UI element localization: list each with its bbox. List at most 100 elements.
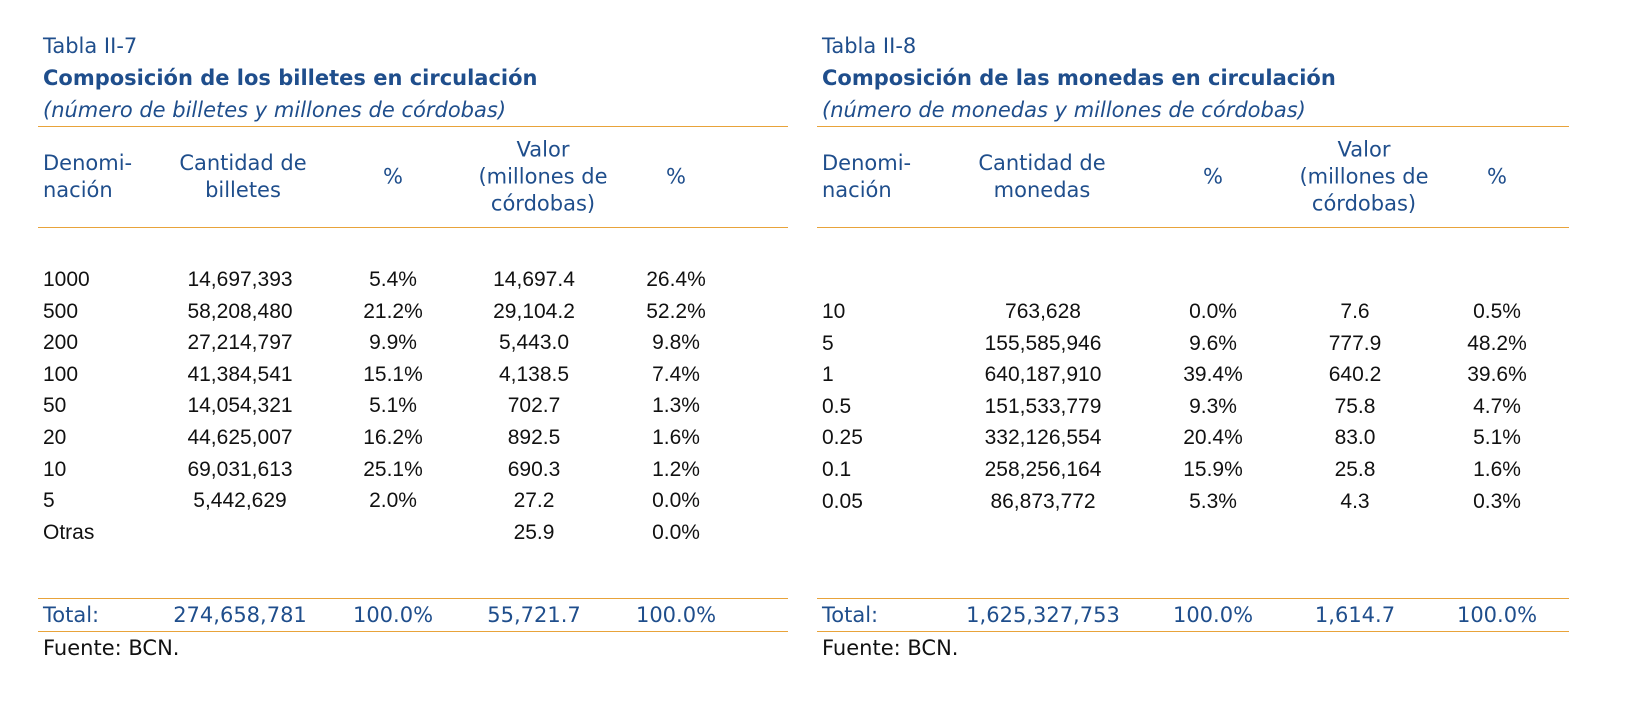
header-pct-valor: % (1487, 164, 1507, 189)
cell-pct-valor: 1.2% (652, 457, 700, 481)
cell-cantidad: 763,628 (1005, 300, 1081, 323)
cell-denominacion: 500 (43, 299, 79, 323)
cell-valor: 27.2 (513, 489, 555, 513)
cell-valor: 892.5 (507, 426, 561, 449)
table-billetes: Tabla II-7 Composición de los billetes e… (38, 30, 788, 664)
table-subtitle: (número de monedas y millones de córdoba… (822, 98, 1306, 122)
cell-pct-valor: 9.8% (652, 331, 700, 355)
cell-valor: 7.6 (1340, 300, 1370, 323)
cell-pct-valor: 1.6% (652, 426, 700, 449)
total-valor: 55,721.7 (487, 603, 581, 627)
cell-cantidad: 44,625,007 (187, 426, 293, 449)
table-row: 0.1 258,256,164 15.9% 25.8 1.6% (817, 454, 1569, 486)
cell-valor: 25.9 (513, 520, 555, 544)
table-monedas: Tabla II-8 Composición de las monedas en… (817, 30, 1569, 664)
table-row: 10 763,628 0.0% 7.6 0.5% (817, 296, 1569, 328)
cell-valor: 777.9 (1328, 331, 1382, 355)
cell-cantidad: 86,873,772 (990, 489, 1096, 513)
cell-pct-cantidad: 21.2% (363, 299, 423, 323)
cell-valor: 702.7 (507, 394, 561, 418)
cell-denominacion: 200 (43, 331, 79, 355)
cell-cantidad: 332,126,554 (984, 426, 1102, 450)
cell-valor: 75.8 (1334, 394, 1376, 418)
total-row: Total: 1,625,327,753 100.0% 1,614.7 100.… (817, 599, 1569, 631)
cell-pct-cantidad: 15.9% (1183, 458, 1243, 481)
bottom-rule (817, 631, 1569, 632)
header-pct-cantidad: % (1203, 164, 1223, 189)
table-subtitle: (número de billetes y millones de córdob… (43, 98, 507, 122)
cell-pct-valor: 0.0% (652, 520, 700, 544)
source-note: Fuente: BCN. (822, 636, 959, 660)
cell-denominacion: 100 (43, 362, 79, 386)
total-top-rule (38, 598, 788, 599)
cell-cantidad: 58,208,480 (187, 299, 293, 323)
cell-denominacion: 20 (43, 426, 67, 449)
cell-denominacion: 5 (822, 331, 834, 355)
cell-pct-cantidad: 9.6% (1189, 331, 1237, 355)
table-row: Otras 25.9 0.0% (38, 517, 788, 549)
table-row: 200 27,214,797 9.9% 5,443.0 9.8% (38, 327, 788, 359)
cell-denominacion: Otras (43, 520, 95, 544)
cell-denominacion: 0.25 (822, 426, 863, 450)
table-title: Composición de los billetes en circulaci… (43, 66, 538, 90)
cell-pct-valor: 48.2% (1467, 331, 1527, 355)
cell-pct-valor: 1.3% (652, 394, 700, 418)
cell-cantidad: 14,697,393 (187, 268, 293, 291)
cell-denominacion: 1 (822, 363, 834, 387)
table-row: 1000 14,697,393 5.4% 14,697.4 26.4% (38, 264, 788, 296)
total-cantidad: 274,658,781 (173, 603, 307, 627)
cell-pct-valor: 39.6% (1467, 363, 1527, 387)
total-pct-valor: 100.0% (1456, 603, 1538, 627)
table-header: Denomi-nación Cantidad de monedas % Valor… (817, 127, 1569, 227)
table-row: 5 5,442,629 2.0% 27.2 0.0% (38, 485, 788, 517)
total-pct-cantidad: 100.0% (1172, 603, 1254, 627)
cell-denominacion: 10 (43, 457, 67, 481)
table-row: 0.05 86,873,772 5.3% 4.3 0.3% (817, 486, 1569, 518)
header-valor: Valor (millones de córdobas) (478, 137, 608, 216)
table-row: 5 155,585,946 9.6% 777.9 48.2% (817, 328, 1569, 360)
total-label: Total: (43, 603, 100, 627)
total-top-rule (817, 598, 1569, 599)
cell-valor: 640.2 (1328, 363, 1382, 387)
total-cantidad: 1,625,327,753 (966, 603, 1120, 627)
cell-valor: 4.3 (1340, 489, 1370, 513)
cell-valor: 29,104.2 (493, 299, 575, 323)
bottom-rule (38, 631, 788, 632)
total-pct-cantidad: 100.0% (352, 603, 434, 627)
header-valor: Valor (millones de córdobas) (1299, 137, 1429, 216)
cell-denominacion: 0.05 (822, 489, 863, 513)
header-denominacion: Denomi-nación (822, 151, 912, 202)
source-note: Fuente: BCN. (43, 636, 180, 660)
table-title: Composición de las monedas en circulació… (822, 66, 1336, 90)
cell-denominacion: 0.1 (822, 458, 852, 481)
header-denominacion: Denomi-nación (43, 151, 133, 202)
cell-pct-valor: 1.6% (1473, 458, 1521, 481)
cell-pct-cantidad: 9.3% (1189, 394, 1237, 418)
top-rule (38, 126, 788, 127)
cell-cantidad: 151,533,779 (984, 394, 1102, 418)
total-row: Total: 274,658,781 100.0% 55,721.7 100.0… (38, 599, 788, 631)
cell-pct-cantidad: 5.4% (369, 268, 417, 291)
table-row: 10 69,031,613 25.1% 690.3 1.2% (38, 454, 788, 486)
cell-denominacion: 1000 (43, 268, 90, 291)
cell-pct-cantidad: 25.1% (363, 457, 423, 481)
cell-pct-valor: 7.4% (652, 362, 700, 386)
header-pct-valor: % (666, 164, 686, 189)
cell-cantidad: 5,442,629 (193, 489, 287, 513)
cell-valor: 690.3 (507, 457, 561, 481)
cell-valor: 4,138.5 (498, 362, 570, 386)
cell-pct-cantidad: 39.4% (1183, 363, 1243, 387)
cell-cantidad: 41,384,541 (187, 362, 293, 386)
cell-pct-cantidad: 9.9% (369, 331, 417, 355)
cell-pct-valor: 5.1% (1473, 426, 1521, 450)
table-header: Denomi-nación Cantidad de billetes % Valo… (38, 127, 788, 227)
table-row: 0.5 151,533,779 9.3% 75.8 4.7% (817, 391, 1569, 423)
header-pct-cantidad: % (383, 164, 403, 189)
cell-valor: 14,697.4 (493, 268, 575, 291)
table-number: Tabla II-7 (43, 34, 138, 58)
cell-pct-cantidad: 16.2% (363, 426, 423, 449)
cell-valor: 25.8 (1334, 458, 1376, 481)
cell-pct-cantidad: 5.3% (1189, 489, 1237, 513)
total-label: Total: (822, 603, 879, 627)
header-rule (38, 227, 788, 228)
